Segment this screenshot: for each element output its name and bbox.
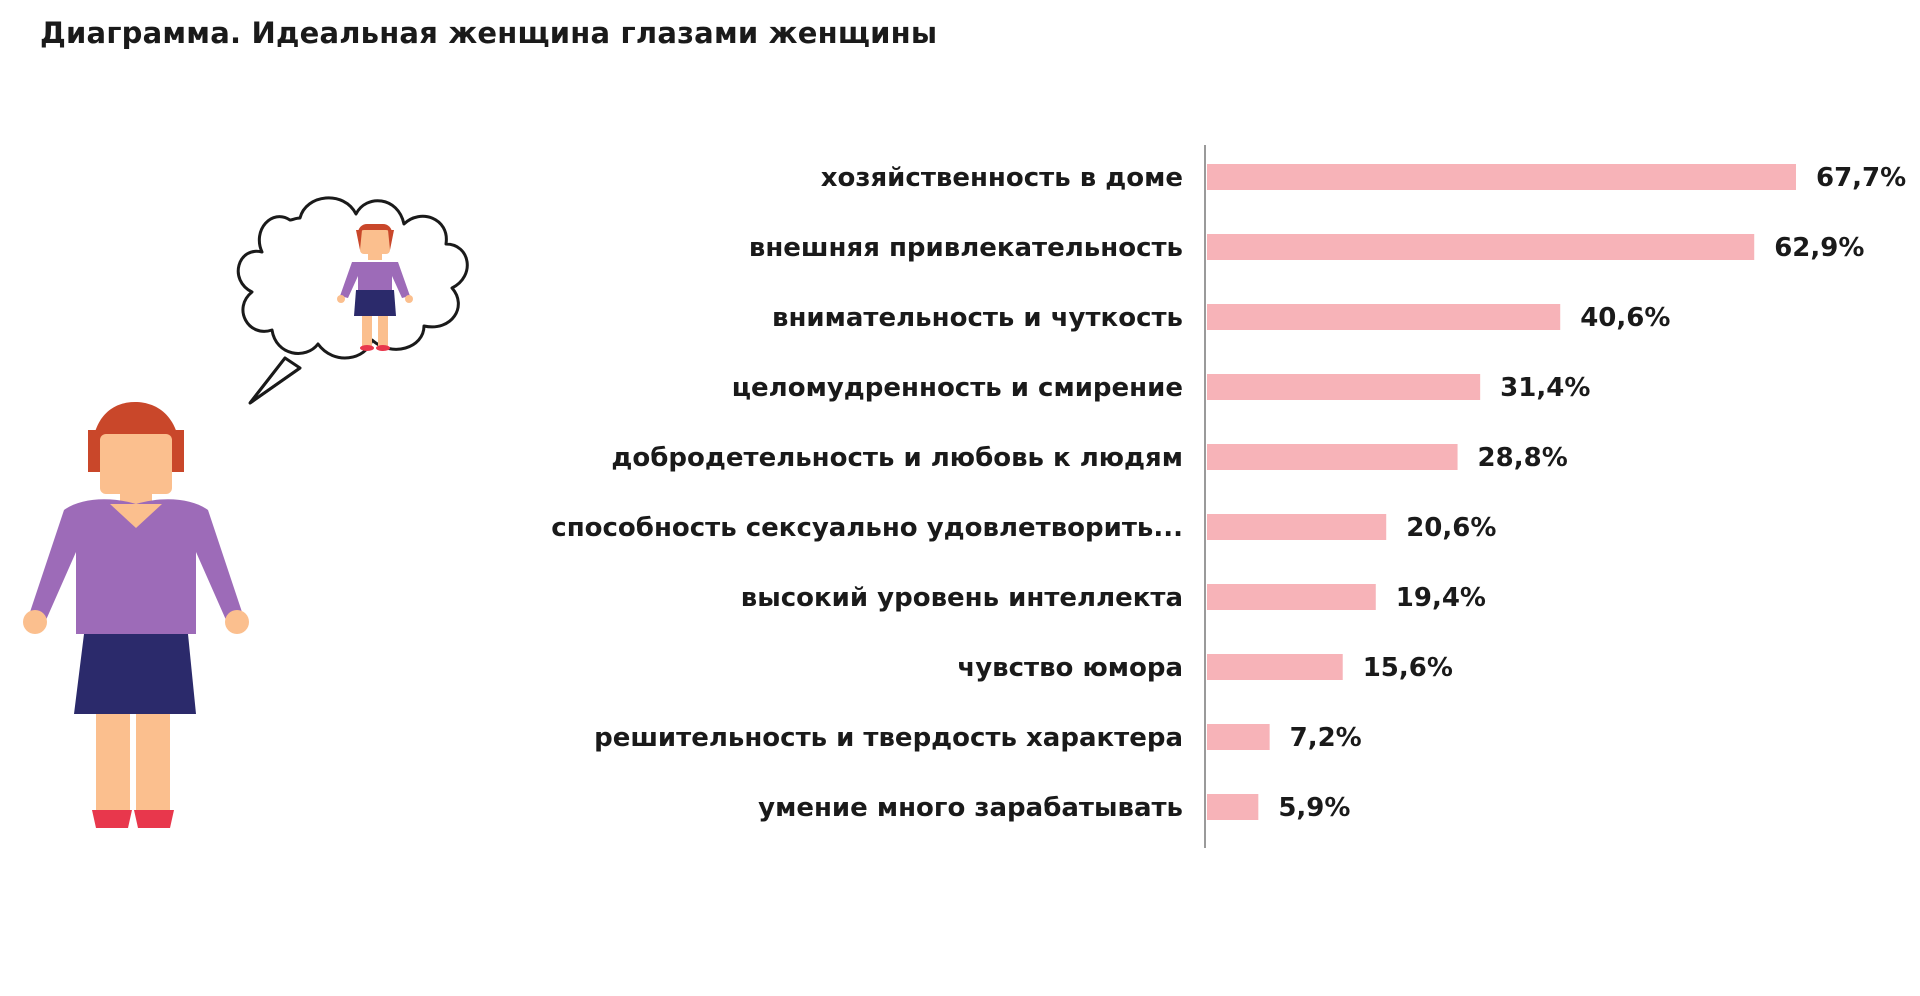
bar [1207,374,1481,400]
bar [1207,164,1796,190]
category-label: чувство юмора [957,653,1183,683]
bar [1207,724,1270,750]
category-label: умение много зарабатывать [758,793,1183,823]
bar [1207,584,1376,610]
category-label: добродетельность и любовь к людям [611,443,1183,473]
value-label: 20,6% [1406,513,1496,543]
category-label: способность сексуально удовлетворить... [551,513,1183,543]
bar [1207,514,1387,540]
thought-bubble [236,196,469,405]
category-label: решительность и твердость характера [594,723,1183,753]
value-label: 62,9% [1774,233,1864,263]
value-label: 40,6% [1580,303,1670,333]
bar [1207,654,1343,680]
value-label: 5,9% [1278,793,1350,823]
value-label: 19,4% [1396,583,1486,613]
value-label: 28,8% [1478,443,1568,473]
bar [1207,444,1458,470]
small-woman-icon [337,224,413,351]
woman-illustration [23,196,469,828]
bar [1207,304,1561,330]
page-title: Диаграмма. Идеальная женщина глазами жен… [40,16,938,50]
category-label: внешняя привлекательность [749,233,1183,263]
category-label: целомудренность и смирение [732,373,1183,403]
bars-layer: хозяйственность в доме 67,7% внешняя привл… [551,163,1906,823]
value-label: 15,6% [1363,653,1453,683]
value-label: 67,7% [1816,163,1906,193]
woman-figure-icon [23,402,249,828]
bar [1207,794,1259,820]
value-label: 7,2% [1290,723,1362,753]
bar [1207,234,1755,260]
value-label: 31,4% [1500,373,1590,403]
category-label: высокий уровень интеллекта [741,583,1183,613]
category-label: внимательность и чуткость [772,303,1183,333]
category-label: хозяйственность в доме [821,163,1183,193]
